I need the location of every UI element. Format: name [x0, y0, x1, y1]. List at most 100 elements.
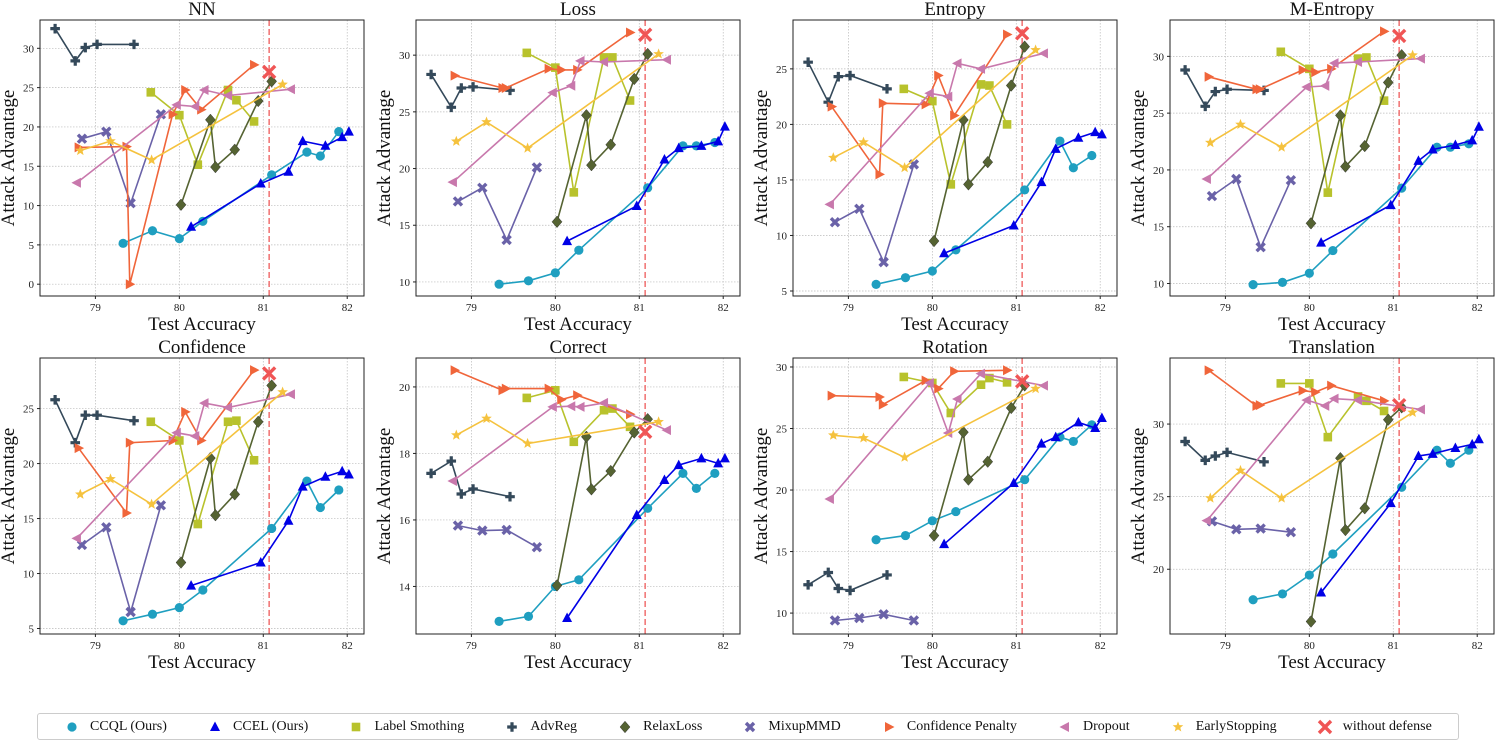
data-point [1305, 217, 1317, 230]
series-line [79, 391, 284, 506]
data-point [76, 133, 88, 144]
y-tick-label: 14 [399, 581, 411, 593]
subplot-nn: 79 80 81 82 0 5 10 15 20 25 30 NN Test Accuracy Attac… [0, 0, 365, 335]
data-point [1316, 586, 1327, 597]
series-line [875, 139, 1093, 286]
data-point [1353, 392, 1363, 401]
data-point [267, 523, 277, 534]
series-line [526, 52, 631, 193]
x-tick-label: 80 [1304, 640, 1316, 652]
x-tick-label: 80 [1304, 302, 1316, 314]
x-tick-label: 82 [342, 302, 353, 314]
legend-marker [210, 721, 221, 731]
data-point [1255, 523, 1266, 534]
data-point [1413, 155, 1424, 165]
data-point [569, 188, 579, 197]
data-point [1327, 380, 1337, 391]
y-tick-label: 15 [23, 161, 35, 173]
data-point [858, 432, 869, 443]
data-point [1073, 132, 1084, 142]
data-point [900, 530, 911, 541]
data-point [261, 366, 277, 381]
data-point [976, 380, 986, 390]
series-mixupmmd [76, 109, 167, 209]
subplot-m-entropy: 79 80 81 82 10 15 20 25 30 M-Entropy Test Accuracy… [1128, 0, 1495, 335]
data-point [222, 402, 233, 413]
series-relaxloss [928, 40, 1030, 248]
data-point [878, 399, 889, 410]
series-advreg [1180, 436, 1269, 467]
data-point [878, 609, 889, 620]
star-marker-icon [1172, 720, 1184, 731]
data-point [982, 155, 994, 169]
triangle-left-marker-icon [1059, 721, 1069, 732]
data-point [92, 410, 102, 420]
plot-frame [39, 19, 365, 297]
data-point [222, 90, 233, 101]
data-point [175, 556, 187, 569]
y-tick-label: 25 [23, 404, 35, 416]
data-point [74, 443, 85, 454]
series-line [834, 164, 915, 265]
data-point [565, 401, 576, 412]
series-ccql-ours [1248, 139, 1474, 290]
data-point [171, 427, 181, 438]
data-point [122, 508, 132, 519]
x-tick-label: 79 [843, 640, 855, 652]
data-point [1415, 53, 1425, 64]
data-point [1259, 457, 1269, 467]
data-point [1036, 176, 1047, 187]
series-earlystopping [1205, 406, 1418, 503]
series-label-smothing [146, 85, 259, 169]
data-point [599, 405, 609, 415]
series-mixupmmd [76, 500, 167, 618]
x-tick-label: 81 [1011, 302, 1022, 314]
series-line [81, 114, 162, 206]
data-point [927, 266, 937, 276]
y-tick-label: 20 [399, 164, 411, 176]
data-point [1359, 139, 1371, 153]
subplot-entropy: 79 80 81 82 5 10 15 20 25 Entropy Test Accuracy Att… [751, 0, 1118, 335]
data-point [320, 471, 331, 481]
data-point [118, 238, 128, 248]
data-point [951, 506, 961, 517]
series-line [455, 53, 660, 150]
series-ccql-ours [118, 476, 344, 626]
data-point [878, 98, 889, 109]
data-point [1380, 26, 1390, 37]
subplot-loss: 79 80 81 82 10 15 20 25 30 Loss Test Accuracy Attac… [374, 0, 741, 335]
data-point [189, 431, 200, 442]
series-line [457, 524, 538, 548]
data-point [626, 27, 636, 38]
data-point [1003, 29, 1013, 40]
series-dropout [824, 368, 1048, 505]
series-relaxloss [1305, 49, 1407, 230]
y-tick-label: 5 [782, 286, 788, 298]
legend-item: MixupMMD [742, 719, 841, 735]
data-point [928, 234, 940, 248]
data-point [505, 491, 515, 502]
series-confidence-penalty [1204, 365, 1390, 411]
x-tick-label: 82 [1472, 302, 1483, 314]
data-point [171, 99, 181, 110]
series-mixupmmd [829, 609, 920, 626]
data-point [186, 580, 197, 590]
data-point [928, 529, 940, 542]
data-point [946, 180, 956, 189]
data-point [285, 84, 295, 95]
data-point [522, 393, 532, 403]
data-point [899, 451, 910, 462]
legend-label: without defense [1342, 718, 1432, 734]
series-label-smothing [522, 48, 635, 197]
y-tick-label: 16 [399, 515, 411, 527]
data-point [1407, 406, 1418, 417]
subplot-title: Confidence [158, 337, 246, 358]
data-point [1305, 379, 1314, 388]
data-point [1090, 422, 1101, 433]
data-point [1407, 49, 1418, 60]
data-point [828, 429, 839, 440]
data-point [452, 520, 464, 531]
data-point [1020, 185, 1030, 195]
data-point [599, 53, 609, 62]
legend-item: AdvReg [504, 719, 577, 735]
